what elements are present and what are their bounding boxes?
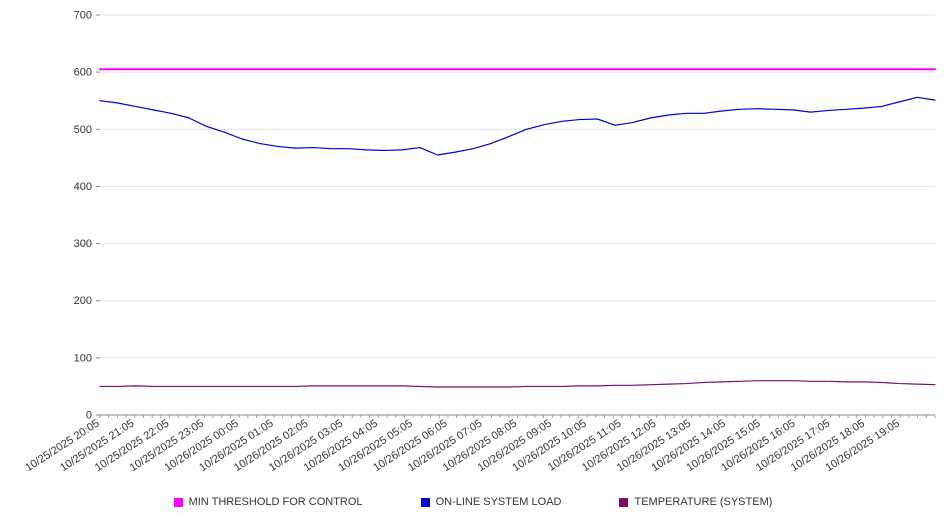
y-axis-label: 600: [74, 67, 92, 79]
legend-swatch-icon: [420, 497, 430, 507]
y-axis-label: 200: [74, 295, 92, 307]
legend-label: TEMPERATURE (SYSTEM): [634, 496, 773, 508]
series-line-on-line-system-load: [99, 96, 936, 156]
legend-swatch-icon: [173, 497, 183, 507]
series-line-temperature-system-: [99, 380, 936, 388]
legend-item-temperature-system-[interactable]: TEMPERATURE (SYSTEM): [619, 496, 772, 508]
y-axis-label: 700: [74, 10, 92, 22]
y-axis-label: 500: [74, 124, 92, 136]
legend: MIN THRESHOLD FOR CONTROL ON-LINE SYSTEM …: [0, 490, 946, 514]
y-axis-label: 400: [74, 181, 92, 193]
legend-label: MIN THRESHOLD FOR CONTROL: [188, 496, 363, 508]
y-axis-label: 0: [86, 410, 92, 422]
legend-label: ON-LINE SYSTEM LOAD: [435, 496, 562, 508]
legend-item-on-line-system-load[interactable]: ON-LINE SYSTEM LOAD: [420, 496, 562, 508]
legend-swatch-icon: [619, 497, 629, 507]
y-axis-label: 300: [74, 238, 92, 250]
y-axis-label: 100: [74, 352, 92, 364]
legend-item-min-threshold-for-control[interactable]: MIN THRESHOLD FOR CONTROL: [173, 496, 363, 508]
